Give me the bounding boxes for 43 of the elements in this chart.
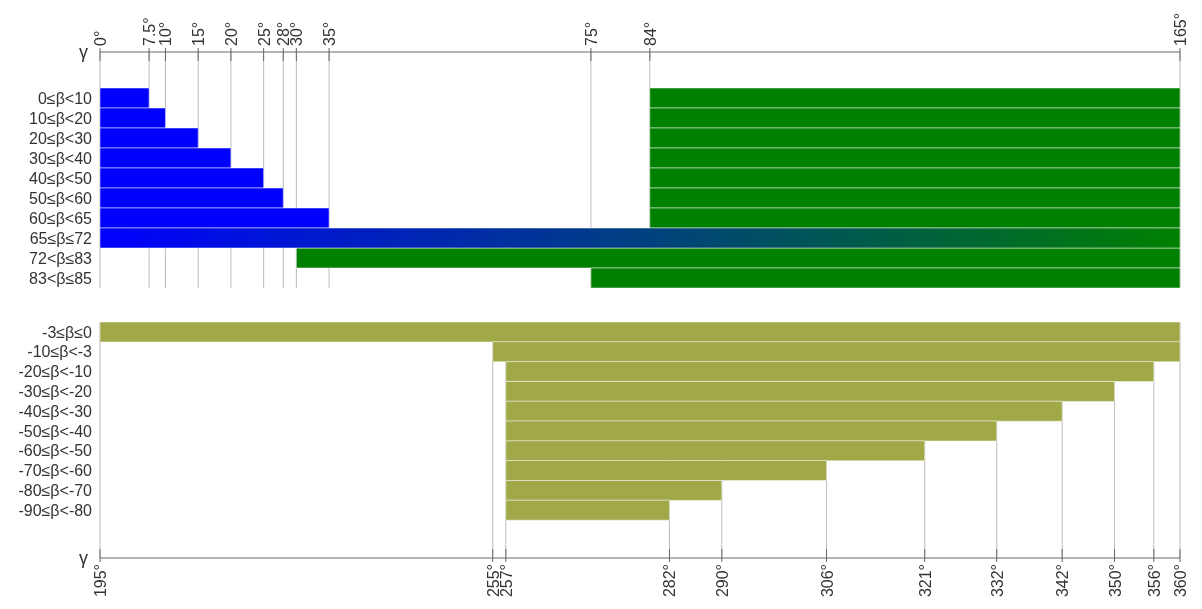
- x-tick-label: 321°: [916, 564, 934, 598]
- y-tick-label: 50≤β<60: [29, 189, 93, 207]
- x-tick-label: 350°: [1106, 564, 1124, 598]
- y-tick-label: 72<β≤83: [29, 249, 93, 267]
- y-tick-label: -80≤β<-70: [18, 481, 93, 499]
- y-tick-label: -90≤β<-80: [18, 501, 93, 519]
- x-tick-label: 342°: [1054, 564, 1072, 598]
- y-tick-label: 40≤β<50: [29, 169, 93, 187]
- x-axis-title: γ: [79, 548, 88, 568]
- x-tick-label: 356°: [1145, 564, 1163, 598]
- x-tick-label: 290°: [713, 564, 731, 598]
- y-tick-label: 10≤β<20: [29, 109, 93, 127]
- y-tick-label: -10≤β<-3: [27, 343, 93, 361]
- y-tick-label: -3≤β≤0: [42, 323, 93, 341]
- x2-tick-label: 20°: [222, 21, 240, 46]
- y-tick-label: -70≤β<-60: [18, 462, 93, 480]
- y-tick-label: 60≤β<65: [29, 209, 93, 227]
- x-tick-label: 282°: [661, 564, 679, 598]
- y-tick-label: -50≤β<-40: [18, 422, 93, 440]
- x2-tick-label: 25°: [255, 21, 273, 46]
- y-tick-label: 20≤β<30: [29, 129, 93, 147]
- x2-tick-label: 30°: [288, 21, 306, 46]
- x2-tick-label: 10°: [157, 21, 175, 46]
- x-tick-label: 306°: [818, 564, 836, 598]
- x2-tick-label: 15°: [190, 21, 208, 46]
- x2-tick-label: 165°: [1172, 12, 1189, 46]
- x2-tick-label: 35°: [321, 21, 339, 46]
- x-tick-label: 332°: [988, 564, 1006, 598]
- y-tick-label: 83<β≤85: [29, 269, 93, 287]
- x-tick-label: 195°: [92, 564, 109, 598]
- y-tick-label: -60≤β<-50: [18, 442, 93, 460]
- y-tick-label: -30≤β<-20: [18, 382, 93, 400]
- x2-tick-label: 0°: [92, 30, 109, 46]
- y-tick-label: -40≤β<-30: [18, 402, 93, 420]
- y-tick-label: -20≤β<-10: [18, 363, 93, 381]
- y-tick-label: 0≤β<10: [37, 89, 93, 107]
- x2-tick-label: 7.5°: [141, 17, 159, 46]
- y-tick-label: 65≤β≤72: [29, 229, 93, 247]
- y-tick-label: 30≤β<40: [29, 149, 93, 167]
- x2-axis-title: γ: [79, 42, 88, 62]
- x2-tick-label: 75°: [582, 21, 600, 46]
- x2-tick-label: 84°: [641, 21, 659, 46]
- x-tick-label: 360°: [1172, 564, 1189, 598]
